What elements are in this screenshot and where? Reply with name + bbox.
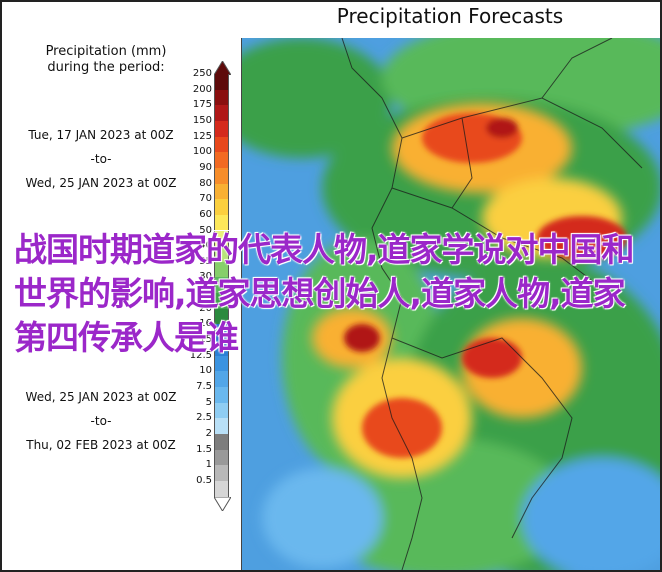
scale-label: 2 [205, 427, 212, 439]
scale-step: 20 [188, 303, 240, 325]
scale-swatch [214, 308, 229, 325]
scale-swatch [214, 355, 229, 372]
scale-step: 200 [188, 84, 240, 106]
scale-label: 70 [199, 193, 212, 205]
legend-heading-line2: during the period: [47, 60, 165, 75]
scale-swatch [214, 449, 229, 466]
scale-swatch [214, 293, 229, 309]
scale-swatch [214, 465, 229, 481]
scale-step: 7.5 [188, 381, 240, 403]
legend-heading: Precipitation (mm) during the period: [6, 44, 206, 76]
scale-step: 2 [188, 428, 240, 450]
scale-step: 70 [188, 193, 240, 215]
scale-label: 16 [199, 318, 212, 330]
period-1-sep: -to- [90, 152, 112, 166]
period-2-start: Wed, 25 JAN 2023 at 00Z [25, 390, 177, 404]
scale-swatch [214, 324, 229, 341]
scale-swatch [214, 340, 229, 356]
scale-swatch [214, 402, 229, 419]
scale-label: 20 [199, 302, 212, 314]
scale-swatch [214, 277, 229, 294]
scale-label: 35 [199, 255, 212, 267]
scale-swatch [214, 120, 229, 137]
scale-label: 30 [199, 271, 212, 283]
scale-step: 60 [188, 209, 240, 231]
scale-label: 40 [199, 240, 212, 252]
scale-label: 12.5 [189, 349, 212, 361]
scale-label: 90 [199, 161, 212, 173]
scale-swatch [214, 214, 229, 231]
scale-step: 90 [188, 162, 240, 184]
scale-label: 10 [199, 365, 212, 377]
scale-label: 2.5 [196, 412, 212, 424]
scale-step: 250 [188, 68, 240, 90]
scale-label: 150 [192, 114, 212, 126]
scale-step: 5 [188, 397, 240, 419]
scale-swatch [214, 480, 229, 497]
scale-label: 1 [205, 459, 212, 471]
scale-swatch [214, 261, 229, 278]
scale-bottom-arrow [214, 496, 231, 511]
scale-label: 7.5 [196, 381, 212, 392]
scale-label: 250 [192, 68, 212, 79]
scale-label: 50 [199, 224, 212, 236]
scale-swatch [214, 152, 229, 168]
scale-swatch [214, 167, 229, 184]
scale-step: 16 [188, 318, 240, 341]
scale-step: 10 [188, 365, 240, 387]
scale-label: 80 [199, 177, 212, 189]
scale-step: 50 [188, 225, 240, 247]
period-2-sep: -to- [90, 414, 112, 428]
scale-step: 25 [188, 287, 240, 309]
period-1-end: Wed, 25 JAN 2023 at 00Z [25, 176, 177, 190]
scale-swatch [214, 418, 229, 434]
map-title: Precipitation Forecasts [336, 4, 564, 28]
scale-label: 25 [199, 287, 212, 299]
scale-label: 175 [192, 99, 212, 111]
scale-label: 60 [199, 208, 212, 220]
scale-step: 15 [188, 334, 240, 356]
scale-swatch [214, 89, 229, 106]
overlay-caption: 战国时期道家的代表人物,道家学说对中国和世界的影响,道家思想创始人,道家人物,道… [14, 230, 635, 357]
scale-step: 80 [188, 178, 240, 200]
period-2-end: Thu, 02 FEB 2023 at 00Z [26, 438, 176, 452]
scale-step: 150 [188, 115, 240, 137]
scale-step: 40 [188, 240, 240, 262]
scale-step: 100 [188, 146, 240, 168]
scale-step: 2.5 [188, 412, 240, 434]
scale-label: 15 [199, 334, 212, 346]
scale-step: 1.5 [188, 444, 240, 466]
scale-swatch [214, 371, 229, 387]
scale-swatch [214, 387, 229, 403]
scale-step: 30 [188, 271, 240, 294]
scale-label: 200 [192, 83, 212, 95]
scale-swatch [214, 199, 229, 215]
period-1-start: Tue, 17 JAN 2023 at 00Z [28, 128, 174, 142]
scale-label: 0.5 [196, 474, 212, 486]
scale-swatch [214, 230, 229, 247]
scale-step: 35 [188, 256, 240, 278]
scale-swatch [214, 74, 229, 90]
scale-step: 175 [188, 99, 240, 121]
scale-label: 125 [192, 130, 212, 142]
scale-label: 5 [205, 396, 212, 408]
scale-swatch [214, 136, 229, 153]
scale-swatch [214, 183, 229, 200]
scale-step: 1 [188, 459, 240, 481]
scale-step: 12.5 [188, 350, 240, 372]
precipitation-map-graphic [242, 38, 660, 570]
scale-label: 100 [192, 146, 212, 158]
scale-step: 125 [188, 131, 240, 153]
scale-top-arrow [214, 61, 231, 75]
scale-swatch [214, 433, 229, 450]
scale-label: 1.5 [196, 443, 212, 455]
scale-swatch [214, 105, 229, 121]
scale-step: 0.5 [188, 475, 240, 497]
legend-heading-line1: Precipitation (mm) [45, 44, 167, 59]
scale-swatch [214, 246, 229, 262]
forecast-map [241, 38, 660, 570]
